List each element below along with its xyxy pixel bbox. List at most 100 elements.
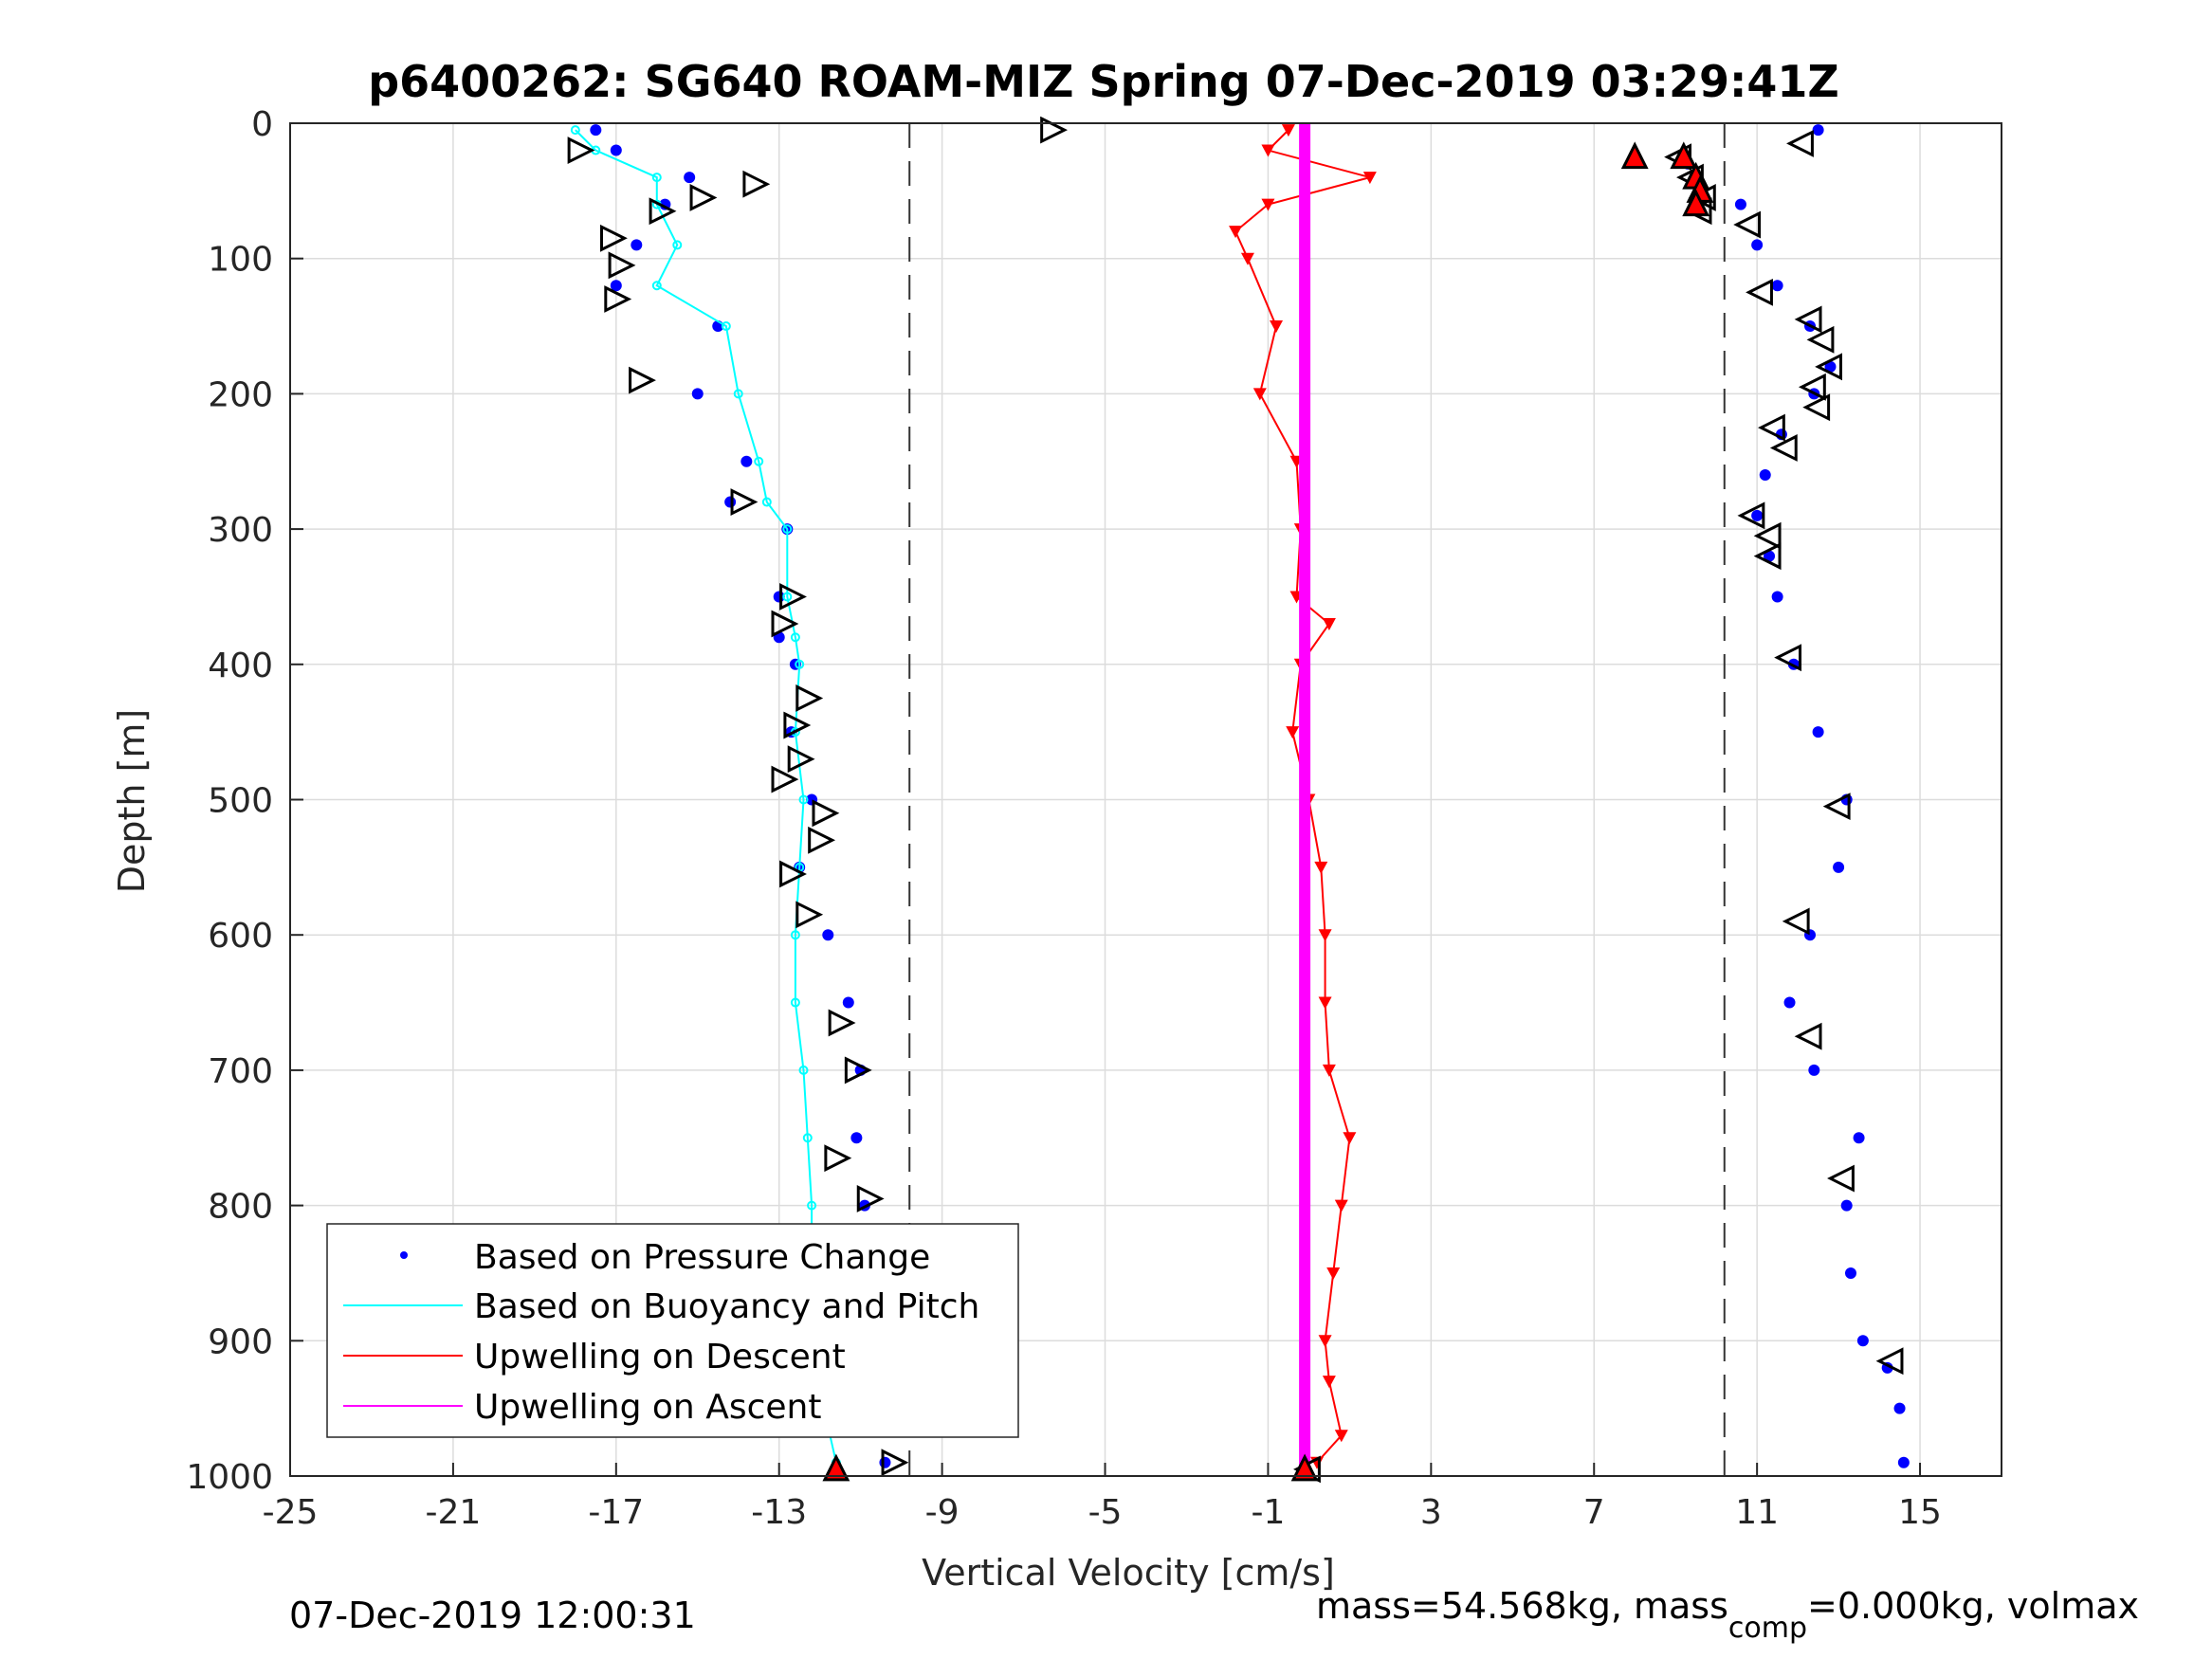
- descent-marker-triangle: [649, 197, 677, 226]
- ascent-marker-triangle: [1733, 210, 1762, 239]
- descent-marker-triangle: [1040, 116, 1069, 144]
- y-tick-label: 900: [208, 1322, 273, 1361]
- data-point: [1318, 996, 1332, 1010]
- descent-marker-triangle: [608, 251, 636, 280]
- red-marker-triangle: [1670, 141, 1698, 170]
- data-point-descent: [740, 455, 753, 467]
- data-point: [1334, 1199, 1348, 1212]
- data-point: [1286, 726, 1300, 739]
- ascent-marker-triangle: [1753, 542, 1782, 571]
- ascent-marker-triangle: [1794, 305, 1822, 334]
- descent-marker-triangle: [600, 224, 628, 252]
- data-point: [1314, 861, 1328, 874]
- footer-mass-info: mass=54.568kg, masscomp=0.000kg, volmax: [1316, 1585, 2139, 1645]
- data-point-ascent: [1897, 1456, 1910, 1468]
- ascent-marker-triangle: [1786, 129, 1814, 157]
- data-point-ascent: [1771, 280, 1783, 292]
- legend-label-ascent: Upwelling on Ascent: [474, 1388, 821, 1427]
- data-point: [1322, 1376, 1336, 1389]
- descent-marker-triangle: [567, 137, 595, 164]
- ascent-marker-triangle: [1774, 644, 1802, 672]
- y-tick-label: 1000: [186, 1458, 273, 1497]
- data-point: [1322, 1064, 1336, 1077]
- ascent-marker-triangle: [1769, 434, 1798, 462]
- x-tick-label: -1: [1251, 1493, 1285, 1532]
- data-point: [782, 524, 793, 535]
- ascent-marker-triangle: [1806, 325, 1835, 354]
- footer-mass-text: mass=54.568kg, mass: [1316, 1585, 1728, 1627]
- data-point: [1318, 929, 1332, 942]
- y-tick-label: 0: [251, 105, 273, 144]
- descent-marker-triangle: [787, 745, 815, 774]
- x-tick-label: -17: [588, 1493, 644, 1532]
- series-line: [1234, 129, 1374, 1464]
- data-point: [1343, 1132, 1357, 1145]
- data-point: [570, 125, 580, 136]
- x-tick-label: -25: [263, 1493, 319, 1532]
- descent-marker-triangle: [689, 184, 718, 211]
- data-point: [1252, 388, 1267, 401]
- data-point-ascent: [1893, 1402, 1906, 1414]
- y-axis-label: Depth [m]: [111, 709, 153, 894]
- y-tick-label: 400: [208, 647, 273, 685]
- data-point-ascent: [1840, 1199, 1853, 1212]
- descent-marker-triangle: [812, 799, 840, 828]
- data-point: [651, 173, 662, 183]
- data-point: [1318, 1335, 1332, 1348]
- legend: Based on Pressure Change Based on Buoyan…: [326, 1223, 1019, 1438]
- x-tick-label: 3: [1420, 1493, 1442, 1532]
- descent-marker-triangle: [795, 901, 824, 929]
- data-point-ascent: [1844, 1267, 1856, 1279]
- legend-swatch-pressure: [400, 1251, 408, 1259]
- red-marker-triangle: [1290, 1453, 1319, 1482]
- descent-marker-triangle: [629, 366, 656, 394]
- data-point-descent: [631, 239, 643, 251]
- y-tick-label: 300: [208, 511, 273, 550]
- data-point-ascent: [1812, 124, 1824, 137]
- data-point-ascent: [1833, 861, 1845, 873]
- data-point-descent: [610, 280, 622, 292]
- ascent-marker-triangle: [1798, 373, 1826, 401]
- data-point: [651, 281, 662, 291]
- ascent-marker-triangle: [1827, 1164, 1855, 1193]
- data-point: [807, 1200, 817, 1211]
- y-tick-label: 800: [208, 1188, 273, 1227]
- data-point-descent: [590, 124, 602, 137]
- ascent-marker-triangle: [1746, 278, 1773, 306]
- x-tick-label: -5: [1088, 1493, 1123, 1532]
- ascent-marker-triangle: [1737, 501, 1765, 530]
- x-tick-label: -9: [925, 1493, 960, 1532]
- descent-marker-triangle: [844, 1056, 872, 1085]
- footer-mass-tail: =0.000kg, volmax: [1807, 1585, 2139, 1627]
- data-point-ascent: [1824, 360, 1837, 373]
- y-axis-ticks: 0 100 200 300 400 500 600 700 800 900 1000: [186, 105, 303, 1497]
- descent-marker-triangle: [808, 826, 836, 854]
- red-marker-triangle: [822, 1453, 850, 1482]
- data-point: [754, 456, 764, 466]
- data-point: [1240, 252, 1254, 265]
- data-point-ascent: [1771, 591, 1783, 603]
- series-upwelling-on-descent: [1229, 124, 1377, 1469]
- descent-marker-triangle: [824, 1144, 852, 1173]
- data-point: [1281, 124, 1295, 137]
- descent-marker-triangle: [730, 488, 759, 516]
- series-line: [575, 129, 837, 1463]
- data-point: [1326, 1267, 1341, 1280]
- footer-timestamp: 07-Dec-2019 12:00:31: [289, 1595, 696, 1636]
- y-tick-label: 700: [208, 1052, 273, 1091]
- descent-marker-triangle: [881, 1449, 909, 1477]
- ascent-marker-triangle: [1822, 793, 1851, 821]
- data-point: [672, 240, 683, 250]
- data-point: [798, 1065, 809, 1075]
- data-point: [1362, 172, 1377, 185]
- red-marker-triangle: [1620, 141, 1649, 170]
- data-point-ascent: [1751, 239, 1764, 251]
- legend-label-buoyancy: Based on Buoyancy and Pitch: [474, 1287, 979, 1326]
- x-tick-label: -13: [751, 1493, 807, 1532]
- data-point: [1322, 617, 1336, 630]
- y-tick-label: 100: [208, 241, 273, 280]
- data-point-descent: [684, 172, 696, 184]
- data-point-ascent: [1808, 1064, 1820, 1076]
- data-point-ascent: [1812, 726, 1824, 738]
